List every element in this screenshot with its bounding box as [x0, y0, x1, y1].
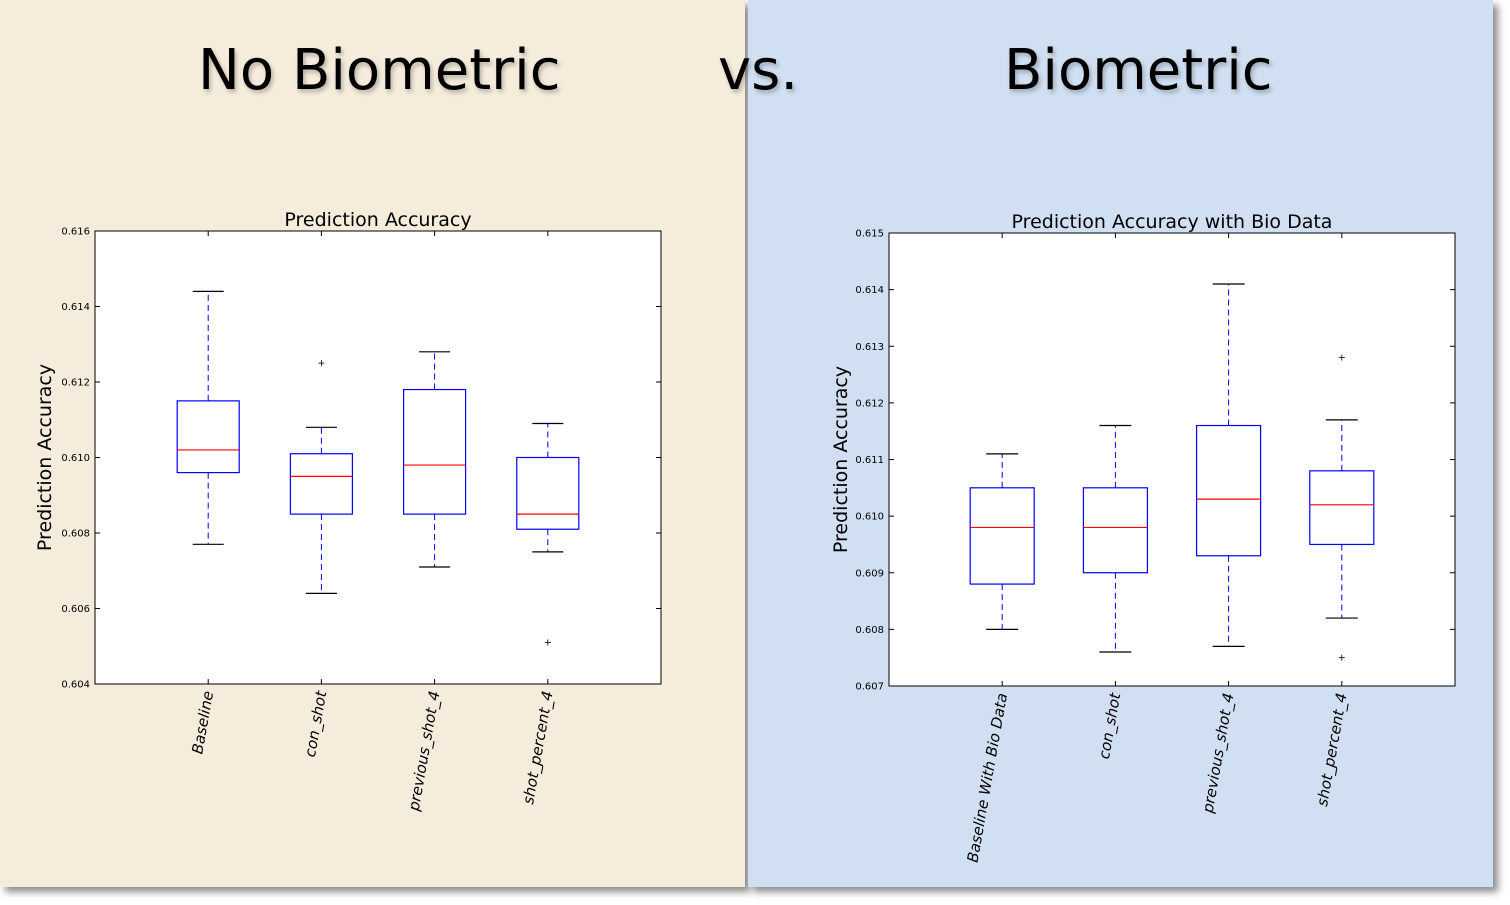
chart-title: Prediction Accuracy with Bio Data	[1012, 211, 1333, 233]
left-heading: No Biometric	[198, 38, 561, 103]
x-category-label: shot_percent_4	[519, 690, 558, 806]
chart-no-biometric: Prediction Accuracy Prediction Accuracy 0.…	[34, 209, 662, 814]
box-iqr	[969, 487, 1035, 585]
x-category-label: previous_shot_4	[405, 690, 445, 814]
y-tick-label: 0.610	[855, 512, 884, 523]
y-tick-label: 0.609	[855, 568, 884, 579]
right-heading: Biometric	[1004, 38, 1273, 103]
chart-biometric: Prediction Accuracy with Bio Data Predict…	[830, 211, 1456, 864]
y-tick-label: 0.612	[855, 398, 884, 409]
y-tick-label: 0.615	[855, 229, 884, 240]
y-tick-label: 0.604	[61, 680, 90, 691]
box-iqr	[1082, 487, 1148, 574]
y-axis-label: Prediction Accuracy	[830, 366, 852, 553]
x-category-label: con_shot	[301, 688, 332, 758]
box-iqr	[176, 400, 240, 474]
x-category-label: shot_percent_4	[1313, 692, 1352, 808]
y-tick-label: 0.616	[61, 227, 90, 238]
box-iqr	[289, 453, 353, 515]
left-panel: No Biometric vs. Prediction Accuracy Pred…	[0, 0, 798, 887]
y-axis-label: Prediction Accuracy	[34, 364, 56, 551]
y-tick-label: 0.607	[855, 682, 884, 693]
x-category-label: previous_shot_4	[1199, 692, 1239, 816]
y-tick-label: 0.614	[855, 285, 884, 296]
box-iqr	[516, 456, 580, 530]
x-category-label: Baseline With Bio Data	[964, 692, 1012, 864]
y-tick-label: 0.612	[61, 378, 90, 389]
y-tick-label: 0.608	[855, 625, 884, 636]
y-tick-label: 0.613	[855, 342, 884, 353]
y-tick-label: 0.608	[61, 529, 90, 540]
y-tick-label: 0.610	[61, 453, 90, 464]
plot-area	[888, 232, 1456, 687]
box-iqr	[403, 388, 467, 515]
chart-title: Prediction Accuracy	[284, 209, 471, 231]
box-iqr	[1309, 470, 1375, 546]
x-category-label: con_shot	[1095, 690, 1126, 760]
x-category-label: Baseline	[188, 690, 217, 756]
y-tick-label: 0.606	[61, 604, 90, 615]
y-tick-label: 0.614	[61, 302, 90, 313]
y-tick-label: 0.611	[855, 455, 884, 466]
vs-label: vs.	[718, 38, 799, 103]
box-iqr	[1196, 424, 1262, 557]
right-panel: Biometric Prediction Accuracy with Bio D…	[748, 0, 1493, 887]
